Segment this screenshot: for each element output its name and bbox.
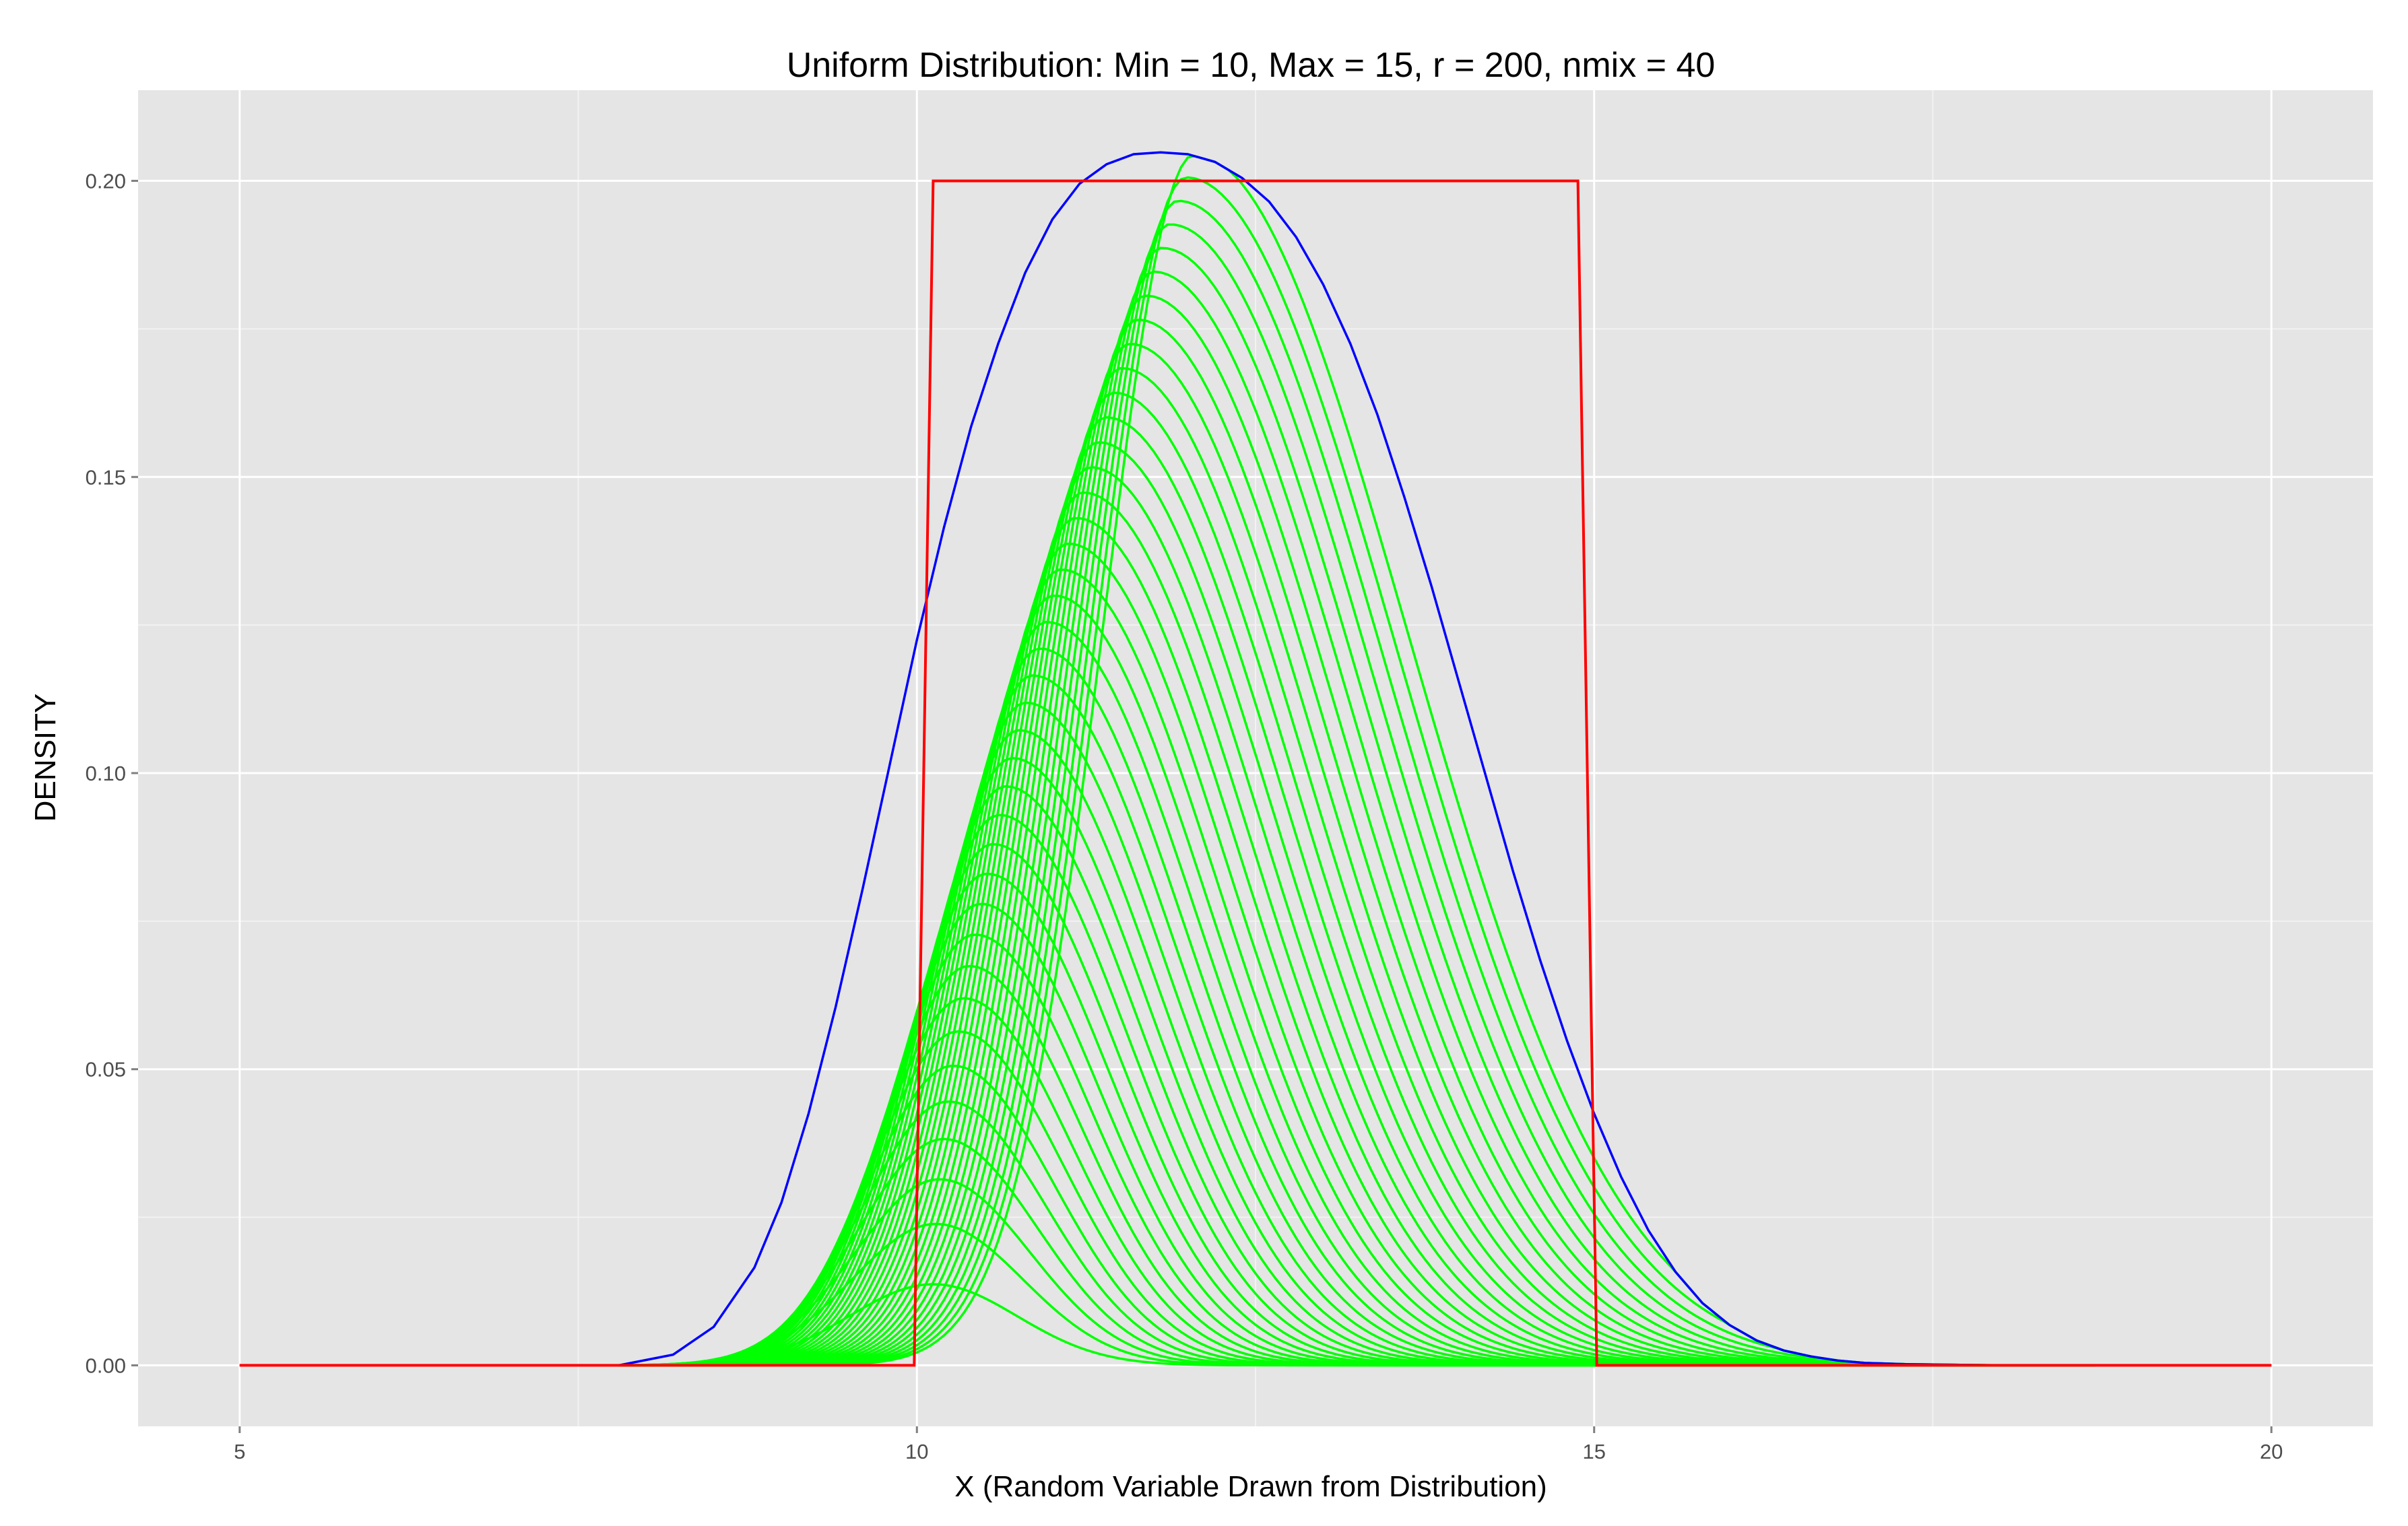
x-axis-label: X (Random Variable Drawn from Distributi…: [954, 1470, 1547, 1503]
x-tick-label: 10: [905, 1440, 928, 1463]
y-tick-label: 0.15: [86, 465, 126, 489]
x-axis: 5 10 15 20: [234, 1426, 2283, 1463]
y-tick-label: 0.00: [86, 1354, 126, 1377]
plot-panel: [138, 90, 2373, 1426]
x-tick-label: 20: [2260, 1440, 2283, 1463]
full-mixture-line: [239, 151, 2272, 1367]
y-axis: 0.00 0.05 0.10 0.15 0.20: [86, 170, 138, 1377]
y-axis-label: DENSITY: [29, 694, 62, 822]
y-tick-label: 0.20: [86, 170, 126, 193]
y-tick-label: 0.10: [86, 762, 126, 785]
x-tick-label: 15: [1582, 1440, 1605, 1463]
uniform-density-line: [239, 179, 2272, 1367]
x-tick-label: 5: [234, 1440, 245, 1463]
chart-title: Uniform Distribution: Min = 10, Max = 15…: [787, 46, 1716, 85]
y-tick-label: 0.05: [86, 1058, 126, 1082]
